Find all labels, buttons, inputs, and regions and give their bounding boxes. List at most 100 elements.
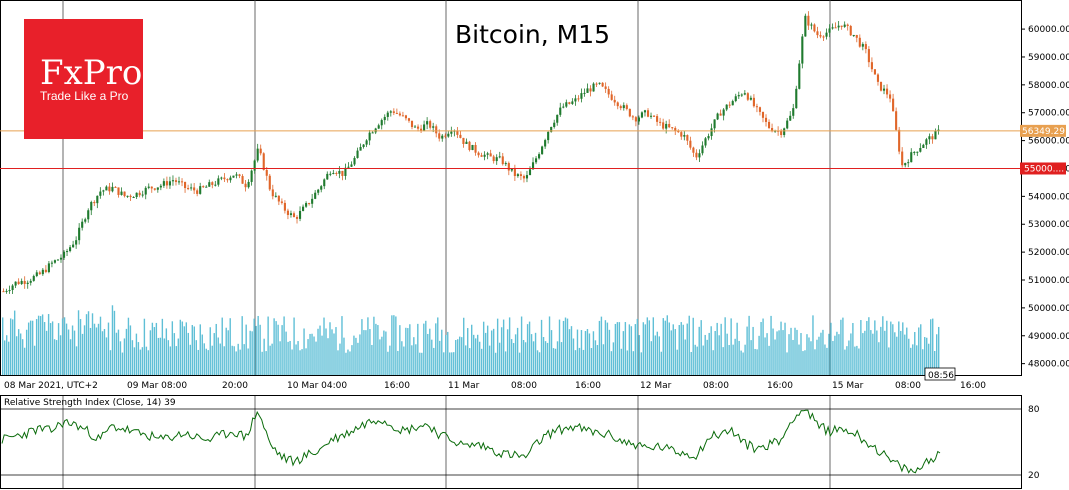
volume-bar (786, 352, 788, 375)
y-tick-label: 49000.00 (1028, 332, 1069, 342)
candle-body (187, 188, 190, 190)
volume-bar (39, 316, 42, 375)
volume-bar (564, 317, 567, 375)
volume-bar (620, 348, 623, 375)
volume-bar (664, 320, 666, 375)
candle-body (459, 134, 462, 138)
x-tick-label: 08:00 (703, 381, 729, 391)
candle-body (335, 172, 338, 174)
rsi-levels: 80 20 (0, 405, 1040, 481)
volume-bar (449, 352, 451, 375)
volume-bar (582, 349, 585, 375)
candle-body (65, 251, 69, 253)
volume-bar (467, 328, 469, 375)
candle-body (114, 186, 117, 188)
volume-bar (73, 330, 76, 375)
volume-bar (161, 318, 164, 375)
volume-bar (752, 326, 754, 375)
volume-bar (766, 333, 768, 375)
y-tick-label: 59000.00 (1028, 53, 1069, 63)
candle-body (628, 108, 631, 117)
level-tag: 55000.... (1020, 162, 1066, 175)
volume-bar (644, 324, 647, 375)
volume-bar (409, 324, 411, 375)
volume-bar (77, 310, 80, 375)
candle-body (326, 173, 329, 180)
volume-bar (646, 317, 649, 375)
level-label: 55000.... (1024, 164, 1064, 174)
candle-body (504, 163, 507, 165)
volume-bar (349, 351, 351, 375)
volume-bar (614, 323, 617, 375)
volume-bar (175, 346, 178, 375)
volume-bar (87, 311, 90, 375)
volume-bar (335, 327, 337, 375)
volume-bar (608, 329, 611, 375)
candle-body (822, 36, 825, 38)
candle-body (96, 195, 99, 204)
candle-body (858, 37, 861, 47)
volume-bar (710, 326, 712, 375)
candle-body (752, 97, 755, 107)
candle-body (368, 132, 371, 141)
volume-bar (219, 343, 221, 375)
candle-body (341, 170, 344, 176)
volume-bar (431, 339, 433, 375)
volume-bar (708, 332, 710, 375)
candle-body (93, 202, 96, 204)
candle-body (737, 95, 740, 97)
candle-body (501, 156, 504, 165)
candle-body (323, 179, 326, 187)
candle-body (90, 202, 93, 211)
volume-bar (734, 338, 736, 375)
volume-bar (363, 330, 365, 375)
logo-tagline: Trade Like a Pro (40, 89, 129, 103)
candle-body (332, 172, 335, 174)
x-tick-label: 16:00 (960, 381, 986, 391)
candle-body (420, 128, 423, 131)
volume-bar (862, 333, 864, 375)
candle-body (20, 280, 23, 285)
candle-body (196, 190, 199, 194)
candle-body (544, 140, 547, 147)
candle-body (510, 168, 513, 171)
volume-bar (784, 322, 786, 375)
candle-body (550, 126, 553, 132)
candle-body (47, 263, 50, 273)
candle-body (14, 281, 17, 286)
candle-body (111, 186, 114, 192)
candle-body (534, 158, 538, 163)
volume-bar (291, 349, 293, 375)
volume-bar (137, 342, 140, 375)
volume-bar (756, 349, 758, 375)
candle-body (565, 102, 568, 107)
volume-bar (700, 320, 702, 375)
x-tick-label: 16:00 (575, 381, 601, 391)
x-tick-label: 20:00 (222, 381, 248, 391)
volume-bar (93, 323, 96, 375)
volume-bar (902, 322, 904, 375)
candle-body (798, 63, 801, 89)
volume-bar (273, 318, 275, 375)
volume-bar (367, 317, 369, 375)
volume-bar (297, 341, 299, 375)
candle-body (668, 123, 671, 128)
volume-bar (395, 316, 397, 375)
volume-bar (888, 347, 890, 375)
volume-bar (670, 330, 672, 375)
candle-body (289, 213, 293, 215)
volume-bar (538, 352, 541, 375)
candle-body (498, 156, 501, 158)
candle-body (649, 115, 653, 117)
volume-bar (768, 345, 770, 375)
volume-bar (642, 322, 645, 375)
volume-bar (618, 322, 621, 375)
volume-bar (83, 325, 86, 375)
x-tick-label: 15 Mar (832, 381, 864, 391)
volume-bar (842, 317, 844, 375)
candle-body (562, 106, 565, 108)
candle-body (519, 174, 522, 176)
volume-bar (203, 343, 205, 375)
candle-body (662, 122, 665, 129)
volume-bar (41, 314, 44, 375)
